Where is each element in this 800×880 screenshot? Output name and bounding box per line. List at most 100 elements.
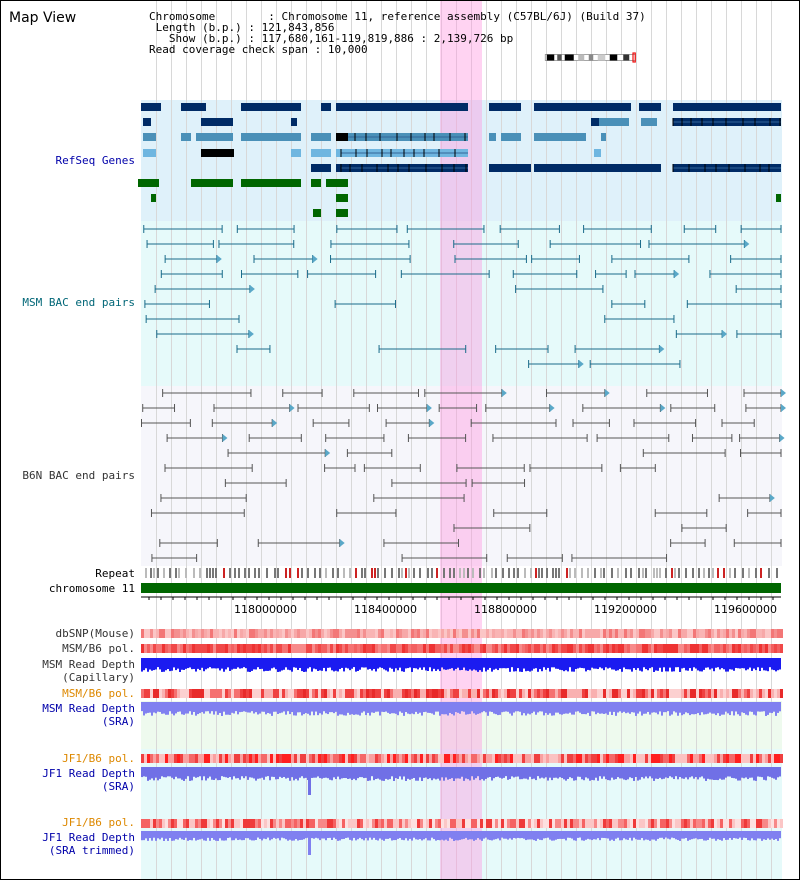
heat-cell (447, 644, 450, 653)
depth-bar (209, 767, 211, 777)
depth-bar (499, 702, 501, 715)
heat-cell (297, 754, 300, 763)
depth-bar (407, 658, 409, 669)
heat-cell (519, 629, 522, 638)
track-label-jf1-b6-pol-1[interactable]: JF1/B6 pol. (62, 752, 135, 765)
heat-cell (204, 754, 207, 763)
depth-bar (663, 702, 665, 713)
depth-bar (449, 767, 451, 779)
heat-cell (654, 689, 657, 698)
track-label-msm-b6-pol-1[interactable]: MSM/B6 pol. (62, 642, 135, 655)
depth-bar (677, 658, 679, 668)
heat-cell (576, 644, 579, 653)
depth-bar (161, 702, 163, 714)
depth-bar (509, 767, 511, 780)
heat-cell (300, 754, 303, 763)
grid-line (216, 1, 217, 879)
depth-bar (201, 767, 203, 781)
heat-cell (318, 819, 321, 828)
depth-bar (165, 831, 167, 839)
depth-bar (679, 831, 681, 841)
heat-cell (264, 629, 267, 638)
heat-cell (441, 644, 444, 653)
track-label-msm-bac[interactable]: MSM BAC end pairs (22, 296, 135, 309)
depth-bar (707, 831, 709, 840)
track-label-jf1-depth-sra[interactable]: JF1 Read Depth (SRA) (42, 767, 135, 793)
track-label-dbsnp[interactable]: dbSNP(Mouse) (55, 627, 135, 640)
depth-bar (435, 658, 437, 671)
depth-bar (481, 658, 483, 672)
depth-bar (639, 658, 641, 671)
depth-bar (145, 658, 147, 669)
track-label-b6n-bac[interactable]: B6N BAC end pairs (22, 469, 135, 482)
depth-bar (603, 658, 605, 671)
selected-region-highlight[interactable] (440, 1, 482, 879)
depth-bar (417, 767, 419, 781)
repeat-mark (535, 568, 537, 578)
depth-bar (517, 702, 519, 712)
depth-bar (771, 767, 773, 778)
heat-cell (633, 644, 636, 653)
depth-bar (547, 831, 549, 838)
heat-cell (510, 754, 513, 763)
chromosome-ideogram[interactable] (531, 52, 651, 63)
heat-cell (147, 644, 150, 653)
depth-bar (559, 831, 561, 839)
depth-bar (651, 658, 653, 668)
depth-bar (525, 767, 527, 779)
depth-bar (181, 702, 183, 715)
depth-bar (367, 767, 369, 781)
track-label-repeat[interactable]: Repeat (95, 567, 135, 580)
depth-bar (345, 831, 347, 838)
track-label-msm-depth-sra[interactable]: MSM Read Depth (SRA) (42, 702, 135, 728)
depth-bar (187, 767, 189, 777)
heat-cell (726, 629, 729, 638)
heat-cell (702, 689, 705, 698)
heat-cell (690, 644, 693, 653)
depth-bar (341, 767, 343, 779)
depth-bar (571, 831, 573, 839)
depth-bar (371, 702, 373, 713)
refseq-gene-block (776, 194, 781, 202)
heat-cell (231, 819, 234, 828)
track-label-jf1-depth-trimmed[interactable]: JF1 Read Depth (SRA trimmed) (42, 831, 135, 857)
depth-bar (717, 767, 719, 781)
track-label-jf1-b6-pol-2[interactable]: JF1/B6 pol. (62, 816, 135, 829)
depth-bar (567, 658, 569, 672)
depth-bar (217, 767, 219, 781)
heat-cell (306, 629, 309, 638)
track-label-chromosome[interactable]: chromosome 11 (48, 582, 135, 595)
depth-bar (507, 702, 509, 712)
depth-bar (779, 658, 781, 670)
heat-cell (417, 754, 420, 763)
depth-bar (593, 658, 595, 669)
depth-bar (507, 658, 509, 669)
track-label-msm-b6-pol-2[interactable]: MSM/B6 pol. (62, 687, 135, 700)
depth-bar (733, 702, 735, 716)
track-label-msm-depth-capillary[interactable]: MSM Read Depth (Capillary) (42, 658, 135, 684)
depth-bar (333, 702, 335, 714)
depth-bar (451, 702, 453, 715)
depth-bar (549, 831, 551, 840)
depth-bar (471, 831, 473, 840)
depth-bar (625, 658, 627, 670)
depth-bar (365, 767, 367, 778)
heat-cell (669, 644, 672, 653)
depth-bar (683, 831, 685, 839)
depth-bar (375, 767, 377, 779)
heat-cell (657, 629, 660, 638)
heat-cell (219, 689, 222, 698)
depth-bar (571, 767, 573, 779)
heat-cell (690, 629, 693, 638)
depth-bar (411, 658, 413, 672)
depth-bar (779, 831, 781, 839)
depth-bar (293, 767, 295, 781)
heat-cell (693, 819, 696, 828)
track-label-refseq[interactable]: RefSeq Genes (55, 154, 135, 167)
heat-cell (207, 644, 210, 653)
heat-cell (165, 644, 168, 653)
heat-cell (141, 644, 144, 653)
b6n-bac-arrow (289, 404, 295, 412)
depth-bar (439, 702, 441, 716)
